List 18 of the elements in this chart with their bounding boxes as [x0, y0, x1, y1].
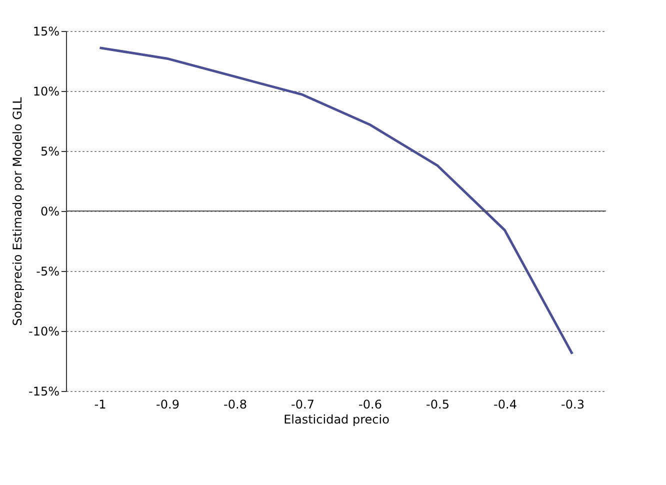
y-tick-label: 15% [32, 24, 60, 38]
y-tick-label: -5% [36, 264, 60, 278]
x-tick-label: -0.9 [156, 398, 180, 412]
y-tick-label: 5% [40, 144, 60, 158]
y-tick-label: 10% [32, 84, 60, 98]
y-tick-label: -10% [28, 324, 60, 338]
line-series [98, 46, 574, 356]
y-tick-label: -15% [28, 384, 60, 398]
y-axis-title: Sobreprecio Estimado por Modelo GLL [10, 96, 24, 326]
x-tick-label: -1 [94, 398, 106, 412]
x-tick-label: -0.3 [561, 398, 584, 412]
x-tick-label: -0.7 [291, 398, 314, 412]
x-tick-label: -0.8 [224, 398, 247, 412]
x-tick-label: -0.6 [358, 398, 382, 412]
x-axis-title: Elasticidad precio [284, 412, 390, 426]
x-tick-label: -0.5 [426, 398, 450, 412]
y-tick-label: 0% [40, 204, 60, 218]
x-tick-label: -0.4 [494, 398, 517, 412]
